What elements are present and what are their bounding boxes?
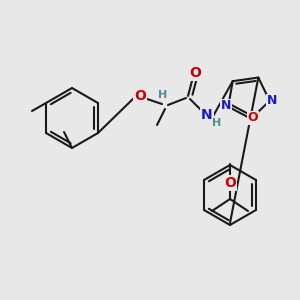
Text: O: O (189, 66, 201, 80)
Text: N: N (266, 94, 277, 107)
Text: N: N (221, 99, 231, 112)
Text: N: N (201, 108, 213, 122)
Text: H: H (158, 90, 168, 100)
Text: O: O (224, 176, 236, 190)
Text: O: O (248, 111, 258, 124)
Text: O: O (134, 89, 146, 103)
Text: H: H (212, 118, 222, 128)
